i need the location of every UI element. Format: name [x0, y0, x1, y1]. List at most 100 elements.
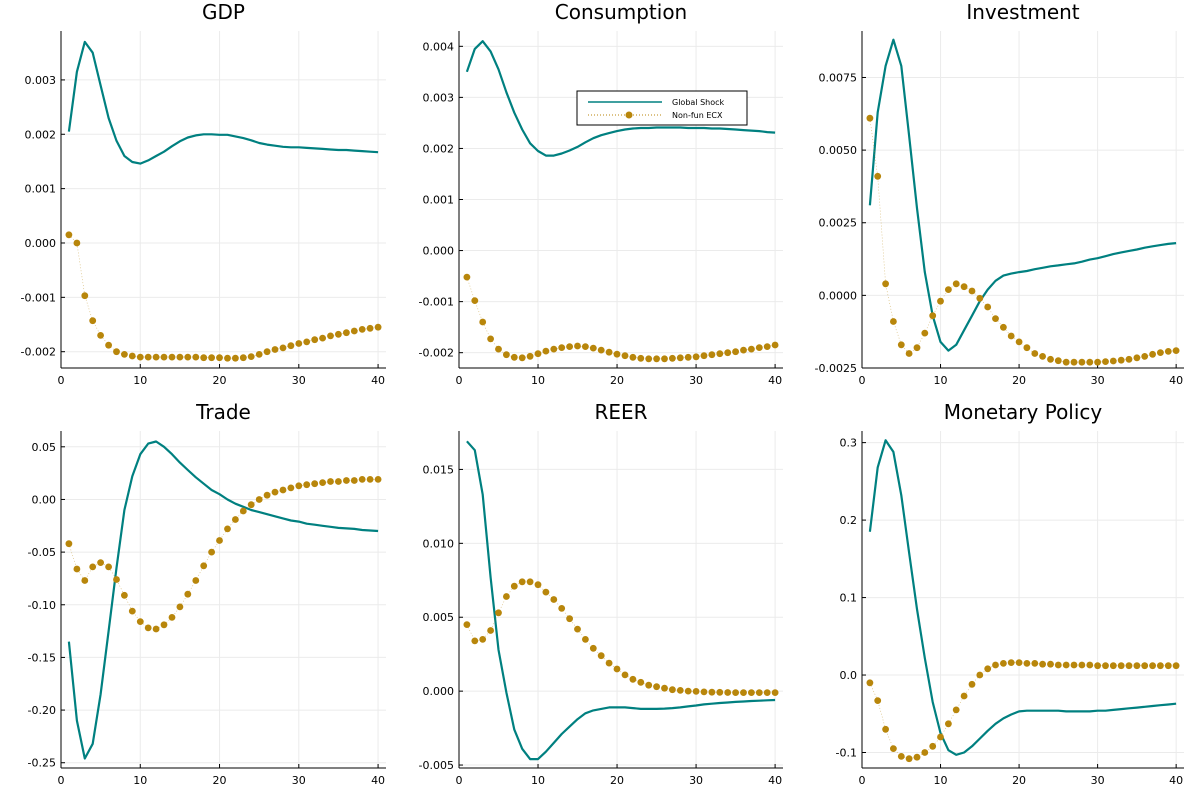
- data-point: [295, 340, 303, 347]
- y-tick-label: 0.010: [423, 537, 455, 550]
- legend-label-nonfun: Non-fun ECX: [672, 111, 723, 120]
- y-tick-label: -0.001: [21, 291, 56, 304]
- data-point: [152, 625, 160, 633]
- data-point: [905, 755, 913, 763]
- data-point: [645, 681, 653, 689]
- grid: [861, 431, 1184, 768]
- data-point: [771, 341, 779, 349]
- x-tick-label: 20: [610, 374, 624, 387]
- data-point: [287, 342, 295, 350]
- grid: [60, 31, 386, 368]
- data-point: [232, 516, 239, 523]
- data-point: [526, 352, 534, 360]
- legend-box: [576, 90, 748, 126]
- x-tick-label: 0: [58, 774, 65, 787]
- data-point: [740, 689, 747, 696]
- data-point: [136, 618, 144, 625]
- x-tick-label: 0: [859, 774, 866, 787]
- data-point: [929, 742, 937, 750]
- data-point: [121, 351, 128, 358]
- series-points-non-fun-ecx: [463, 578, 779, 696]
- data-point: [960, 692, 968, 700]
- data-point: [684, 687, 692, 695]
- data-point: [661, 355, 668, 363]
- x-tick-label: 20: [213, 374, 227, 387]
- data-point: [763, 689, 771, 696]
- data-point: [882, 280, 889, 288]
- data-point: [97, 332, 104, 339]
- data-point: [1157, 349, 1164, 356]
- panel-title: GDP: [202, 0, 245, 24]
- data-point: [335, 330, 342, 338]
- data-point: [358, 326, 366, 333]
- y-tick-label: -0.001: [419, 296, 454, 309]
- data-point: [510, 353, 518, 361]
- data-point: [319, 479, 326, 486]
- data-point: [716, 350, 724, 358]
- data-point: [311, 336, 319, 344]
- x-tick-label: 0: [859, 374, 866, 387]
- data-point: [216, 354, 223, 362]
- data-point: [168, 614, 176, 621]
- data-point: [121, 591, 128, 599]
- data-point: [534, 581, 542, 589]
- data-point: [1172, 662, 1180, 670]
- data-point: [597, 652, 605, 660]
- legend: Global Shock Non-fun ECX: [576, 90, 748, 126]
- data-point: [1039, 353, 1046, 360]
- data-point: [700, 688, 708, 696]
- data-point: [1023, 344, 1031, 352]
- data-point: [350, 477, 358, 484]
- y-tick-label: -0.05: [28, 546, 56, 559]
- data-point: [1000, 660, 1007, 667]
- panel-title: Consumption: [555, 0, 687, 24]
- data-point: [558, 344, 566, 351]
- data-point: [366, 324, 374, 332]
- data-point: [224, 354, 231, 362]
- data-point: [534, 350, 542, 358]
- data-point: [1117, 356, 1125, 364]
- data-point: [976, 671, 984, 679]
- data-point: [708, 351, 716, 359]
- y-tick-label: 0.000: [423, 685, 455, 698]
- data-point: [495, 345, 502, 353]
- data-point: [510, 582, 518, 590]
- data-point: [343, 477, 350, 484]
- data-point: [937, 297, 944, 305]
- data-point: [1149, 350, 1156, 358]
- data-point: [676, 354, 684, 362]
- data-point: [669, 686, 676, 694]
- y-tick-label: -0.1: [836, 747, 857, 760]
- series-line-global-shock: [466, 440, 776, 761]
- data-point: [945, 720, 952, 728]
- panel-title: Investment: [966, 0, 1079, 24]
- y-tick-label: 0.2: [840, 514, 858, 527]
- series-points-non-fun-ecx: [866, 114, 1180, 366]
- data-point: [905, 350, 913, 357]
- x-tick-label: 40: [768, 774, 782, 787]
- data-point: [921, 329, 929, 337]
- data-point: [1094, 662, 1101, 670]
- data-point: [255, 496, 263, 503]
- data-point: [271, 346, 279, 353]
- data-point: [1133, 354, 1141, 362]
- data-point: [866, 679, 874, 687]
- chart-panel-trade: Trade 0 10 20 30 40 -0.25 -0.20 -0.15 -0.10 -0.05…: [28, 400, 386, 787]
- data-point: [874, 172, 882, 180]
- data-point: [176, 603, 184, 611]
- y-tick-label: -0.20: [28, 704, 56, 717]
- data-point: [558, 605, 566, 612]
- data-point: [263, 348, 271, 356]
- data-point: [374, 323, 382, 331]
- data-point: [200, 562, 208, 570]
- data-point: [366, 476, 374, 483]
- data-point: [676, 687, 684, 694]
- series-connector-non-fun-ecx: [68, 479, 379, 630]
- data-point: [637, 678, 645, 686]
- data-point: [1054, 357, 1062, 365]
- series-line-global-shock: [67, 440, 379, 760]
- data-point: [1164, 348, 1172, 355]
- y-tick-label: 0.05: [32, 441, 57, 454]
- data-point: [755, 344, 763, 351]
